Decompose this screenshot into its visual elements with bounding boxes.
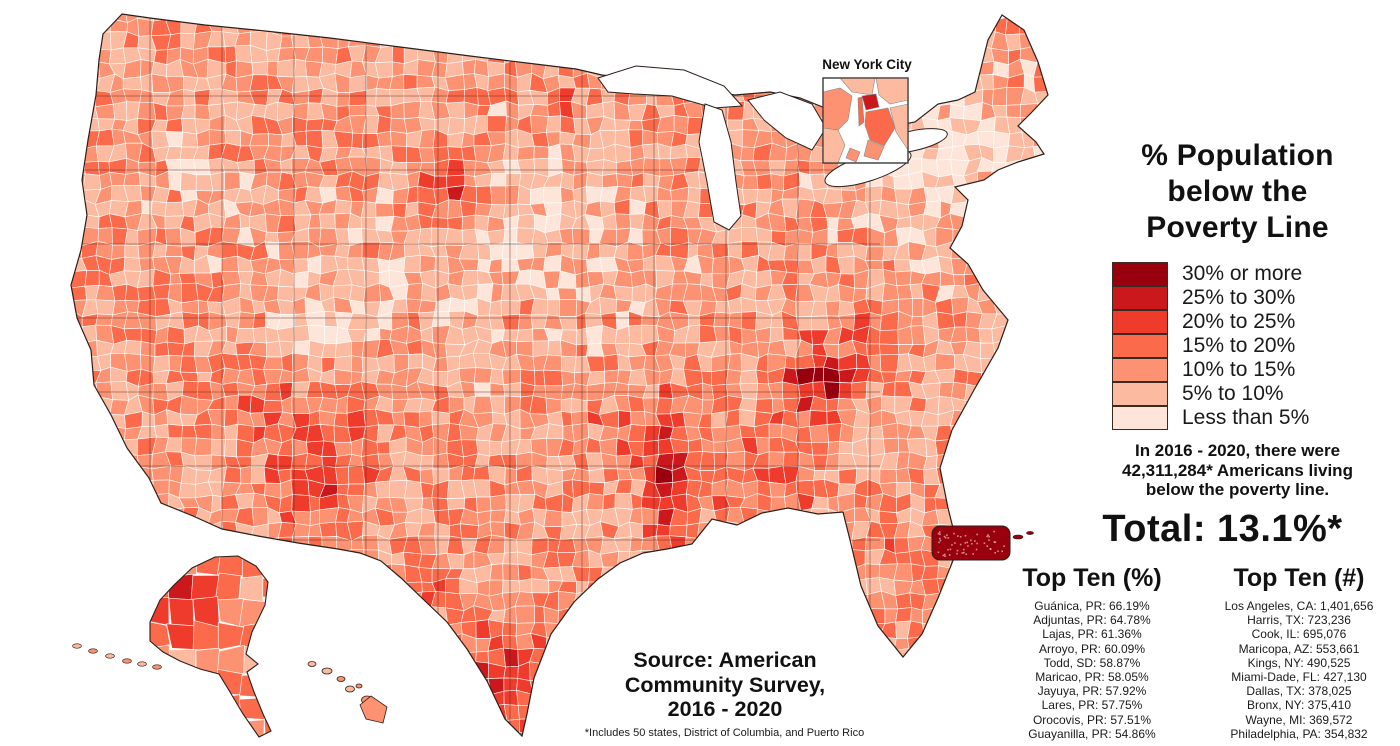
nyc-inset-map — [822, 77, 909, 164]
legend-item-label: 10% to 15% — [1182, 358, 1296, 381]
top-ten-count-heading: Top Ten (#) — [1233, 564, 1365, 592]
top-ten-count-list: Los Angeles, CA: 1,401,656 Harris, TX: 72… — [1203, 599, 1395, 741]
hawaii-islands — [307, 661, 388, 724]
top-ten-percent-block: Top Ten (%) Guánica, PR: 66.19% Adjuntas,… — [998, 564, 1186, 741]
legend-item: 20% to 25% — [1112, 309, 1309, 334]
legend-swatch — [1112, 261, 1168, 286]
top-ten-count-item: Dallas, TX: 378,025 — [1246, 684, 1352, 699]
alaska-counties — [150, 556, 271, 737]
lake-michigan — [698, 103, 742, 231]
top-ten-count-item: Kings, NY: 490,525 — [1247, 655, 1351, 670]
legend-item: 5% to 10% — [1112, 381, 1309, 406]
alaska-outline — [149, 555, 272, 738]
state-borders — [71, 14, 880, 736]
legend-item: 10% to 15% — [1112, 357, 1309, 382]
legend-swatch — [1112, 405, 1168, 430]
top-ten-percent-item: Orocovis, PR: 57.51% — [1032, 712, 1152, 727]
top-ten-count-item: Miami-Dade, FL: 427,130 — [1231, 670, 1367, 685]
top-ten-percent-item: Maricao, PR: 58.05% — [1035, 670, 1149, 685]
legend-item: 30% or more — [1112, 261, 1309, 286]
lake-superior — [597, 65, 744, 109]
top-ten-percent-item: Todd, SD: 58.87% — [1043, 655, 1141, 670]
top-ten-percent-list: Guánica, PR: 66.19% Adjuntas, PR: 64.78% L… — [998, 599, 1186, 741]
legend-item-label: 30% or more — [1182, 262, 1303, 285]
nyc-inset-label: New York City — [822, 57, 912, 72]
top-ten-percent-item: Lares, PR: 57.75% — [1041, 698, 1143, 713]
aleutian-islands — [72, 643, 162, 670]
legend-item-label: 20% to 25% — [1182, 310, 1296, 333]
legend-item-label: 25% to 30% — [1182, 286, 1296, 309]
legend: 30% or more 25% to 30% 20% to 25% 15% to 20… — [1112, 261, 1310, 430]
legend-item: 25% to 30% — [1112, 285, 1309, 310]
top-ten-percent-item: Jayuya, PR: 57.92% — [1037, 684, 1147, 699]
legend-swatch — [1112, 333, 1168, 358]
puerto-rico — [931, 525, 1034, 561]
top-ten-count-item: Wayne, MI: 369,572 — [1245, 712, 1353, 727]
legend-item-label: 5% to 10% — [1182, 382, 1284, 405]
stats-summary: In 2016 - 2020, there were 42,311,284* A… — [1122, 441, 1353, 499]
legend-item-label: Less than 5% — [1182, 406, 1310, 429]
top-ten-percent-item: Arroyo, PR: 60.09% — [1038, 641, 1146, 656]
footnote: *Includes 50 states, District of Columbi… — [584, 727, 865, 739]
lake-huron — [747, 91, 827, 151]
top-ten-count-item: Harris, TX: 723,236 — [1247, 613, 1351, 628]
legend-item-label: 15% to 20% — [1182, 334, 1296, 357]
top-ten-count-block: Top Ten (#) Los Angeles, CA: 1,401,656 Ha… — [1203, 564, 1395, 741]
legend-swatch — [1112, 309, 1168, 334]
top-ten-percent-item: Guánica, PR: 66.19% — [1034, 599, 1150, 613]
hawaii-big-island — [359, 695, 388, 724]
top-ten-percent-item: Lajas, PR: 61.36% — [1042, 627, 1142, 642]
legend-item: Less than 5% — [1112, 405, 1310, 430]
legend-swatch — [1112, 381, 1168, 406]
page-title: % Population below the Poverty Line — [1141, 139, 1334, 244]
legend-swatch — [1112, 357, 1168, 382]
top-ten-percent-heading: Top Ten (%) — [1022, 564, 1162, 592]
top-ten-percent-item: Adjuntas, PR: 64.78% — [1033, 613, 1151, 628]
top-ten-percent-item: Guayanilla, PR: 54.86% — [1028, 726, 1156, 741]
top-ten-count-item: Philadelphia, PA: 354,832 — [1230, 726, 1368, 741]
top-ten-count-item: Maricopa, AZ: 553,661 — [1238, 641, 1360, 656]
legend-swatch — [1112, 285, 1168, 310]
top-ten-count-item: Bronx, NY: 375,410 — [1246, 698, 1352, 713]
top-ten-count-item: Cook, IL: 695,076 — [1251, 627, 1347, 642]
top-ten-count-item: Los Angeles, CA: 1,401,656 — [1224, 599, 1374, 613]
total-percentage: Total: 13.1%* — [1102, 508, 1343, 550]
source-attribution: Source: American Community Survey, 2016 … — [624, 648, 826, 721]
legend-item: 15% to 20% — [1112, 333, 1309, 358]
